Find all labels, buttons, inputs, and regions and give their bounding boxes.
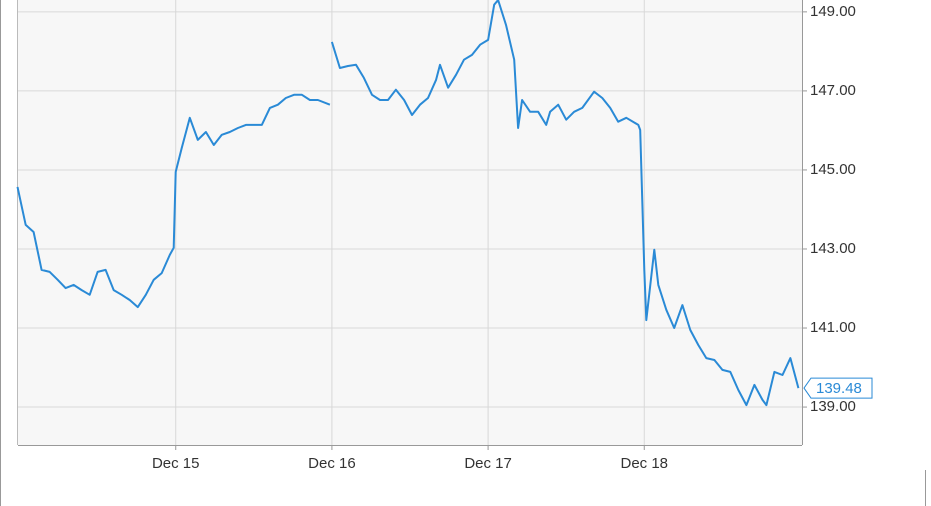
- last-value-label: 139.48: [816, 380, 862, 397]
- price-line: [16, 0, 800, 407]
- last-value-callout: 139.48: [803, 377, 873, 399]
- y-tick-label: 139.00: [810, 398, 856, 415]
- callout-box: [803, 377, 873, 399]
- x-tick-label: Dec 16: [308, 455, 356, 472]
- x-tick-label: Dec 15: [152, 455, 200, 472]
- x-tick-label: Dec 18: [620, 455, 668, 472]
- y-tick-label: 141.00: [810, 319, 856, 336]
- y-tick-label: 143.00: [810, 240, 856, 257]
- plot-area: [18, 0, 802, 445]
- y-tick-label: 145.00: [810, 161, 856, 178]
- y-tick-label: 149.00: [810, 3, 856, 20]
- y-tick-label: 147.00: [810, 82, 856, 99]
- x-tick-label: Dec 17: [464, 455, 512, 472]
